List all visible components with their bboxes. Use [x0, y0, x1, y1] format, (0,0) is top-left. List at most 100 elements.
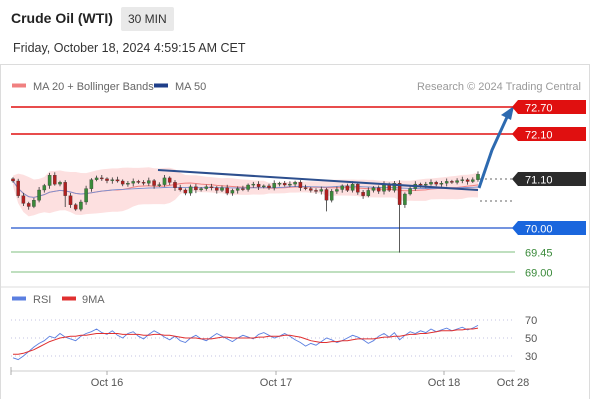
- svg-text:72.70: 72.70: [525, 103, 553, 115]
- rsi-lines: [12, 325, 479, 361]
- svg-text:72.10: 72.10: [525, 130, 553, 142]
- instrument-title: Crude Oil (WTI): [11, 10, 113, 26]
- credit-text: Research © 2024 Trading Central: [417, 81, 581, 93]
- candle: [115, 176, 120, 183]
- candle: [199, 187, 203, 192]
- candle: [361, 190, 365, 199]
- candle: [162, 175, 167, 187]
- projection-arrow: [477, 114, 510, 189]
- price-label-s2: 69.45: [525, 248, 553, 260]
- candle: [439, 181, 444, 187]
- ma9-legend-label: 9MA: [82, 294, 105, 306]
- candle: [303, 184, 308, 191]
- candle: [183, 188, 188, 196]
- candle: [26, 201, 31, 210]
- candle: [167, 176, 172, 185]
- candle: [188, 184, 193, 196]
- trendline: [157, 169, 479, 191]
- candle: [329, 189, 334, 203]
- candle: [11, 177, 15, 183]
- candle: [429, 179, 433, 186]
- x-axis-ticks: [10, 367, 445, 375]
- candle: [73, 203, 78, 211]
- ma50-swatch: [154, 83, 168, 88]
- price-label-r1: 72.10: [512, 127, 586, 142]
- candle: [444, 178, 449, 187]
- candle: [356, 182, 360, 195]
- candle: [100, 175, 104, 181]
- price-label-s1: 70.00: [512, 221, 586, 236]
- candle: [215, 186, 219, 194]
- candle: [403, 192, 407, 208]
- candle: [21, 192, 26, 206]
- candle: [89, 178, 94, 192]
- header-bar: Crude Oil (WTI) 30 MIN: [0, 0, 590, 36]
- svg-text:71.10: 71.10: [525, 175, 553, 187]
- candle: [157, 182, 162, 187]
- price-label-current: 71.10: [512, 172, 586, 187]
- candle: [471, 177, 475, 183]
- timeframe-button[interactable]: 30 MIN: [121, 7, 174, 31]
- price-label-s3: 69.00: [525, 268, 553, 280]
- candle: [450, 179, 454, 184]
- rsi-tick-50: 50: [525, 333, 537, 345]
- candle: [131, 178, 135, 187]
- candle: [371, 186, 376, 193]
- candle: [136, 179, 141, 184]
- candle: [84, 185, 88, 205]
- bollinger-band-area: [13, 167, 478, 217]
- candle: [178, 184, 182, 192]
- rsi-swatch: [12, 296, 26, 301]
- candle: [324, 187, 329, 212]
- candle: [209, 183, 214, 191]
- rsi-tick-70: 70: [525, 315, 537, 327]
- candle: [455, 178, 459, 185]
- candle: [204, 184, 209, 191]
- main-legend: MA 20 + Bollinger Bands MA 50 Research ©…: [12, 81, 581, 93]
- candle: [277, 181, 282, 187]
- x-tick-oct28: Oct 28: [497, 377, 529, 389]
- candle: [335, 186, 339, 194]
- candle: [298, 180, 303, 191]
- candle: [366, 187, 371, 198]
- candle: [309, 187, 313, 193]
- ma20-legend-label: MA 20 + Bollinger Bands: [33, 81, 154, 93]
- candle: [314, 188, 318, 194]
- rsi-legend-label: RSI: [33, 294, 51, 306]
- candle: [126, 181, 130, 187]
- candle: [37, 187, 41, 203]
- candle: [68, 192, 73, 208]
- candle: [241, 185, 245, 192]
- ma20-swatch: [12, 83, 26, 88]
- candle: [110, 177, 115, 184]
- candle: [256, 181, 261, 190]
- candle: [147, 177, 151, 186]
- candle: [42, 183, 47, 193]
- x-tick-oct18: Oct 18: [428, 377, 460, 389]
- candle: [465, 178, 470, 185]
- candle: [251, 181, 256, 188]
- candle: [141, 180, 146, 186]
- rsi-line: [12, 325, 479, 361]
- candle: [262, 184, 266, 189]
- svg-text:70.00: 70.00: [525, 224, 553, 236]
- report-datetime: Friday, October 18, 2024 4:59:15 AM CET: [13, 41, 246, 55]
- candle: [152, 179, 156, 189]
- candle: [53, 172, 57, 186]
- bollinger-bands: [13, 167, 478, 217]
- candle: [225, 184, 229, 196]
- candle: [230, 188, 235, 196]
- candle: [460, 176, 465, 184]
- ma50-legend-label: MA 50: [175, 81, 206, 93]
- rsi-tick-30: 30: [525, 351, 537, 363]
- candle: [16, 178, 20, 198]
- candle: [267, 183, 271, 190]
- candle: [120, 179, 125, 187]
- candle: [476, 171, 480, 182]
- candle: [105, 177, 109, 184]
- candle: [235, 186, 240, 194]
- candle: [63, 180, 67, 207]
- rsi-ma9-line: [13, 327, 479, 355]
- candle: [340, 184, 344, 193]
